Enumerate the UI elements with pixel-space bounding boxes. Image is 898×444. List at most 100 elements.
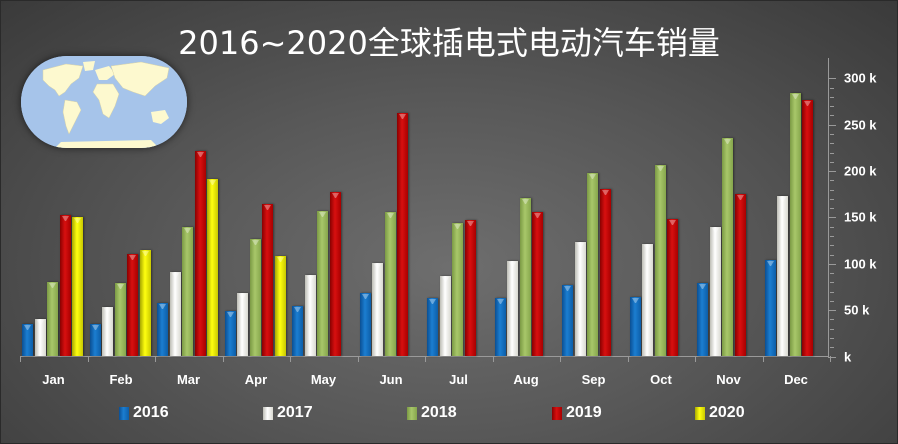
y-tick bbox=[830, 152, 834, 154]
bar-2020-apr[interactable] bbox=[274, 256, 286, 357]
bar-2017-apr[interactable] bbox=[237, 293, 248, 357]
legend-item-2019[interactable]: 2019 bbox=[552, 404, 602, 422]
bar-2018-sep[interactable] bbox=[587, 172, 598, 357]
x-tick-label: Nov bbox=[716, 372, 741, 387]
bar-2020-jan[interactable] bbox=[72, 217, 83, 357]
bar-2019-jul[interactable] bbox=[464, 220, 476, 357]
y-tick bbox=[830, 337, 834, 339]
bar-2018-jan[interactable] bbox=[47, 282, 58, 357]
bar-2017-oct[interactable] bbox=[642, 244, 653, 357]
bar-2019-jan[interactable] bbox=[59, 214, 71, 357]
bar-2019-may[interactable] bbox=[329, 192, 341, 357]
x-tick bbox=[155, 356, 156, 362]
bar-2018-nov[interactable] bbox=[722, 137, 733, 357]
bar-2018-oct[interactable] bbox=[654, 164, 666, 357]
bar-2018-may[interactable] bbox=[317, 210, 328, 357]
x-tick bbox=[290, 356, 291, 362]
y-tick bbox=[828, 78, 836, 80]
bar-2019-aug[interactable] bbox=[532, 211, 543, 357]
bar-2017-aug[interactable] bbox=[507, 261, 518, 357]
bar-2018-jul[interactable] bbox=[452, 223, 463, 357]
y-tick bbox=[830, 319, 834, 321]
x-tick bbox=[492, 356, 494, 362]
bar-2019-mar[interactable] bbox=[194, 150, 206, 357]
bar-2018-apr[interactable] bbox=[249, 238, 261, 357]
y-tick bbox=[828, 310, 836, 312]
bar-2016-apr[interactable] bbox=[224, 311, 236, 357]
x-tick-label: Jun bbox=[379, 372, 403, 387]
bar-2020-feb[interactable] bbox=[139, 249, 151, 357]
bar-2016-oct[interactable] bbox=[629, 297, 641, 357]
legend-label: 2019 bbox=[566, 404, 602, 421]
bar-2017-jan[interactable] bbox=[34, 319, 46, 357]
bar-2016-dec[interactable] bbox=[764, 260, 776, 357]
legend-item-2020[interactable]: 2020 bbox=[695, 404, 745, 422]
bar-2019-nov[interactable] bbox=[734, 194, 746, 357]
legend-item-2018[interactable]: 2018 bbox=[407, 404, 457, 422]
bar-2016-aug[interactable] bbox=[494, 298, 506, 357]
world-map-icon bbox=[21, 56, 187, 148]
y-tick bbox=[830, 300, 834, 302]
bar-2018-feb[interactable] bbox=[114, 283, 126, 357]
bar-2016-sep[interactable] bbox=[562, 285, 573, 357]
bar-2019-dec[interactable] bbox=[802, 99, 813, 357]
y-tick bbox=[830, 134, 834, 136]
bar-2017-dec[interactable] bbox=[777, 196, 788, 357]
x-tick-label: Oct bbox=[650, 372, 672, 387]
bar-2016-mar[interactable] bbox=[157, 302, 168, 357]
bar-2017-nov[interactable] bbox=[709, 226, 721, 357]
bar-2019-jun[interactable] bbox=[397, 112, 408, 357]
y-tick bbox=[830, 198, 834, 200]
legend-label: 2018 bbox=[421, 404, 457, 421]
bar-2017-jul[interactable] bbox=[439, 275, 451, 357]
bar-2019-sep[interactable] bbox=[599, 188, 611, 357]
bar-2017-jun[interactable] bbox=[372, 262, 383, 357]
x-axis-line bbox=[20, 356, 829, 357]
bar-2017-feb[interactable] bbox=[102, 307, 113, 357]
bar-2019-apr[interactable] bbox=[262, 204, 273, 357]
legend-item-2016[interactable]: 2016 bbox=[119, 404, 169, 422]
y-tick-label: 100 k bbox=[844, 256, 877, 272]
legend-swatch-icon bbox=[552, 406, 562, 420]
x-tick bbox=[627, 356, 629, 362]
bar-2016-feb[interactable] bbox=[89, 324, 101, 357]
bar-2016-may[interactable] bbox=[292, 306, 303, 357]
x-tick-label: Mar bbox=[176, 372, 201, 387]
y-tick bbox=[830, 189, 834, 191]
bar-2018-dec[interactable] bbox=[789, 93, 801, 357]
bar-2016-jan[interactable] bbox=[22, 324, 33, 357]
world-map-graphic bbox=[21, 56, 187, 148]
x-tick bbox=[87, 356, 89, 362]
bar-2016-jul[interactable] bbox=[427, 298, 438, 357]
y-tick bbox=[828, 217, 836, 219]
x-tick-label: Sep bbox=[581, 372, 606, 387]
bar-2017-mar[interactable] bbox=[169, 272, 181, 357]
bar-2018-jun[interactable] bbox=[384, 211, 396, 357]
x-tick-label: Feb bbox=[109, 372, 133, 387]
y-tick bbox=[830, 291, 834, 293]
y-tick bbox=[830, 87, 834, 89]
legend-swatch-icon bbox=[119, 406, 129, 420]
y-tick bbox=[830, 245, 834, 247]
bar-2016-jun[interactable] bbox=[359, 292, 371, 357]
legend-label: 2016 bbox=[133, 404, 169, 421]
y-tick bbox=[830, 96, 834, 98]
bar-2019-oct[interactable] bbox=[667, 219, 678, 357]
x-tick-label: Dec bbox=[784, 372, 808, 387]
bar-2017-may[interactable] bbox=[304, 274, 316, 357]
y-tick bbox=[830, 115, 834, 117]
bar-2017-sep[interactable] bbox=[574, 242, 586, 357]
legend: 2016 2017 2018 2019 2020 bbox=[0, 404, 898, 428]
x-tick bbox=[830, 356, 831, 362]
legend-item-2017[interactable]: 2017 bbox=[263, 404, 313, 422]
bar-2019-feb[interactable] bbox=[127, 253, 138, 357]
y-tick bbox=[830, 347, 834, 349]
bar-2018-mar[interactable] bbox=[182, 226, 193, 357]
bar-2016-nov[interactable] bbox=[697, 283, 708, 357]
y-tick-label: 250 k bbox=[844, 117, 877, 133]
y-tick bbox=[830, 226, 834, 228]
bar-2018-aug[interactable] bbox=[519, 197, 531, 357]
x-tick bbox=[762, 356, 764, 362]
y-tick bbox=[830, 235, 834, 237]
bar-2020-mar[interactable] bbox=[207, 179, 218, 357]
